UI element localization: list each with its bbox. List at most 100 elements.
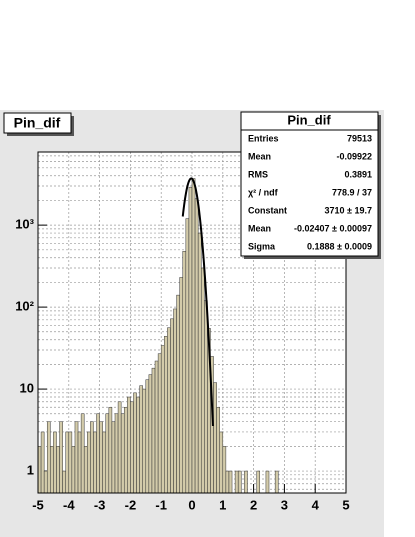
x-tick-label: 1 xyxy=(219,497,226,512)
title-box xyxy=(3,112,72,134)
histogram-bar xyxy=(225,470,230,494)
histogram-bar xyxy=(68,431,73,494)
y-tick-label: 10² xyxy=(15,299,34,314)
histogram-bar xyxy=(87,431,91,494)
stats-value: 0.3891 xyxy=(344,169,372,179)
histogram-bar xyxy=(56,446,60,494)
stats-rows: Entries 79513 Mean -0.09922 RMS 0.3891 χ² / nd… xyxy=(248,133,372,251)
histogram-bar xyxy=(157,353,162,494)
histogram-bar xyxy=(194,198,199,494)
histogram-bar xyxy=(74,421,79,494)
histogram-bar xyxy=(46,421,51,494)
histogram-bar xyxy=(265,470,270,494)
stats-value: 0.1888 ± 0.0009 xyxy=(307,241,372,251)
histogram-bar xyxy=(173,308,177,494)
histogram-bar xyxy=(59,421,63,494)
histogram-bar xyxy=(99,421,103,494)
histogram-bar xyxy=(40,431,45,494)
histogram-bar xyxy=(160,345,165,494)
stats-label: Mean xyxy=(248,151,271,161)
histogram-bar xyxy=(102,431,107,494)
histogram-bar xyxy=(127,396,131,494)
histogram-bar xyxy=(182,251,187,494)
histogram-bar xyxy=(185,218,190,494)
fit-curve xyxy=(181,177,214,427)
histogram-bar xyxy=(108,407,113,494)
histogram-bar xyxy=(170,318,174,494)
histogram-bar xyxy=(53,431,57,494)
stats-label: χ² / ndf xyxy=(248,187,279,197)
x-tick-label: 5 xyxy=(342,497,349,512)
histogram-bar xyxy=(234,470,239,494)
histogram-bar xyxy=(65,431,70,494)
histogram-bar xyxy=(80,413,85,494)
histogram-bar xyxy=(219,431,224,494)
histogram-bar xyxy=(197,232,202,494)
x-tick-label: -1 xyxy=(155,497,167,512)
y-tick-label: 10 xyxy=(20,381,34,396)
stats-title: Pin_dif xyxy=(287,112,331,127)
x-tick-label: 3 xyxy=(281,497,288,512)
histogram-bar xyxy=(204,300,208,494)
stats-label: Entries xyxy=(248,133,279,143)
histogram-bar xyxy=(142,388,147,494)
x-tick-label: 4 xyxy=(312,497,320,512)
histogram-bar xyxy=(120,413,125,494)
histogram-bar xyxy=(93,431,97,494)
histogram-bar xyxy=(188,186,193,494)
x-tick-label: 0 xyxy=(188,497,195,512)
frame-border xyxy=(37,151,347,494)
histogram-bar xyxy=(117,401,122,494)
histogram-bar xyxy=(228,470,233,494)
histogram-bar xyxy=(237,470,242,494)
histogram-bar xyxy=(83,446,88,494)
histogram-bar xyxy=(123,407,128,494)
histogram-bar xyxy=(213,382,217,494)
stats-value: -0.02407 ± 0.00097 xyxy=(294,223,372,233)
stats-value: 778.9 / 37 xyxy=(332,187,372,197)
x-tick-label: 2 xyxy=(250,497,257,512)
histogram-bar xyxy=(96,413,100,494)
histogram-bar xyxy=(71,446,76,494)
histogram-bar xyxy=(256,470,261,494)
y-tick-label: 1 xyxy=(27,462,34,477)
plot xyxy=(37,152,347,494)
x-tick-label: -3 xyxy=(94,497,106,512)
histogram-bar xyxy=(200,267,205,494)
stats-value: 79513 xyxy=(347,133,372,143)
histogram-bar xyxy=(136,396,140,494)
histogram-bar xyxy=(77,431,82,494)
histogram-bar xyxy=(139,385,143,494)
histogram-bar xyxy=(111,421,116,494)
histogram-bar xyxy=(90,421,94,494)
histogram-bar xyxy=(114,413,119,494)
y-tick-label: 10³ xyxy=(15,217,34,232)
stats-value: -0.09922 xyxy=(336,151,372,161)
histogram-bar xyxy=(62,470,66,494)
histogram-bar xyxy=(130,401,134,494)
histogram-bar xyxy=(145,379,150,494)
histogram-bar xyxy=(133,392,137,494)
x-tick-label: -4 xyxy=(63,497,75,512)
histogram-bar xyxy=(176,294,180,494)
stats-label: Mean xyxy=(248,223,271,233)
histogram-bar xyxy=(43,470,48,494)
histogram-bar xyxy=(191,178,196,494)
x-tick-label: -5 xyxy=(32,497,44,512)
histogram-bar xyxy=(222,446,227,494)
x-tick-label: -2 xyxy=(125,497,137,512)
histogram-bar xyxy=(216,407,220,494)
histogram-bar xyxy=(148,374,153,494)
histogram-bar xyxy=(164,336,168,494)
stats-label: Sigma xyxy=(248,241,276,251)
stats-value: 3710 ± 19.7 xyxy=(325,205,372,215)
histogram-bar xyxy=(50,446,54,494)
stats-label: Constant xyxy=(248,205,287,215)
chart-title: Pin_dif xyxy=(14,115,61,131)
histogram-bar xyxy=(105,413,110,494)
histogram-bar xyxy=(167,327,171,494)
histogram-bar xyxy=(179,277,184,494)
histogram-bar xyxy=(274,470,279,494)
histogram-bar xyxy=(244,470,248,494)
